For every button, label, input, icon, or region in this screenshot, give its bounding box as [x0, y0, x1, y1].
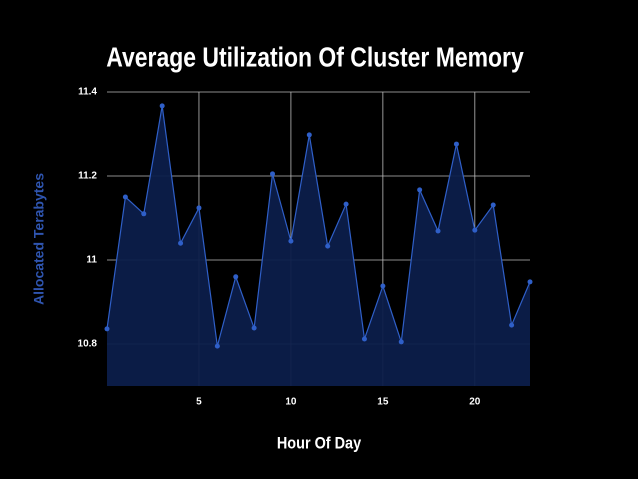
point: [490, 202, 496, 208]
x-tick-label: 10: [285, 397, 297, 408]
point: [214, 343, 220, 349]
point: [361, 336, 367, 342]
point: [453, 141, 459, 147]
point: [251, 325, 257, 331]
point: [527, 279, 533, 285]
point: [398, 339, 404, 345]
point: [196, 205, 202, 211]
x-tick-label: 20: [469, 397, 481, 408]
y-tick-label: 11.4: [78, 87, 97, 98]
point: [178, 240, 184, 246]
point: [104, 326, 110, 332]
point: [306, 132, 312, 138]
point: [122, 194, 128, 200]
point: [141, 211, 147, 217]
y-tick-label: 11.2: [78, 171, 97, 182]
y-axis-label: Allocated Terabytes: [31, 173, 47, 305]
point: [417, 187, 423, 193]
point: [343, 201, 349, 207]
x-tick-label: 5: [196, 397, 202, 408]
y-tick-label: 10.8: [78, 339, 98, 350]
x-tick-label: 15: [377, 397, 389, 408]
point: [509, 322, 515, 328]
point: [325, 243, 331, 249]
point: [270, 171, 276, 177]
point: [380, 283, 386, 289]
y-tick-label: 11: [86, 255, 97, 266]
chart-title: Average Utilization Of Cluster Memory: [106, 42, 524, 73]
point: [288, 238, 294, 244]
line: [106, 105, 531, 347]
point: [159, 103, 165, 109]
point: [435, 228, 441, 234]
point: [472, 227, 478, 233]
x-axis-label: Hour Of Day: [277, 434, 361, 452]
point: [233, 274, 239, 280]
